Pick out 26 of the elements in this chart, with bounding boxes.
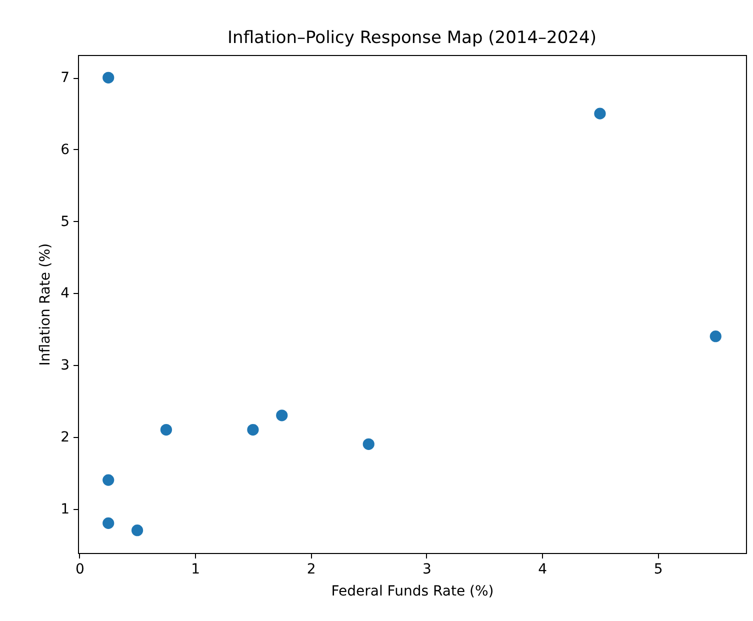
point — [362, 438, 374, 450]
point — [131, 524, 144, 536]
x-tick-label: 4 — [538, 562, 548, 578]
x-axis-title: Federal Funds Rate (%) — [331, 584, 494, 600]
y-tick-label: 6 — [60, 142, 70, 158]
point — [102, 474, 114, 486]
point — [594, 108, 606, 120]
point — [276, 410, 288, 422]
y-tick-label: 5 — [60, 214, 70, 230]
x-tick-label: 5 — [654, 562, 663, 578]
point — [710, 330, 722, 342]
x-tick-label: 3 — [422, 562, 432, 578]
y-tick-label: 2 — [60, 429, 70, 446]
point — [102, 72, 114, 84]
x-tick-label: 0 — [75, 562, 84, 578]
point — [247, 424, 259, 436]
y-tick-label: 7 — [60, 70, 70, 86]
y-tick-label: 1 — [60, 501, 70, 518]
point — [102, 517, 114, 529]
point — [160, 424, 172, 436]
chart-title: Inflation–Policy Response Map (2014–2024) — [228, 28, 596, 48]
y-tick-label: 4 — [60, 286, 70, 302]
x-tick-label: 1 — [191, 562, 200, 578]
x-tick-label: 2 — [306, 562, 316, 578]
y-tick-label: 3 — [60, 358, 70, 374]
y-axis-title: Inflation Rate (%) — [38, 243, 54, 366]
